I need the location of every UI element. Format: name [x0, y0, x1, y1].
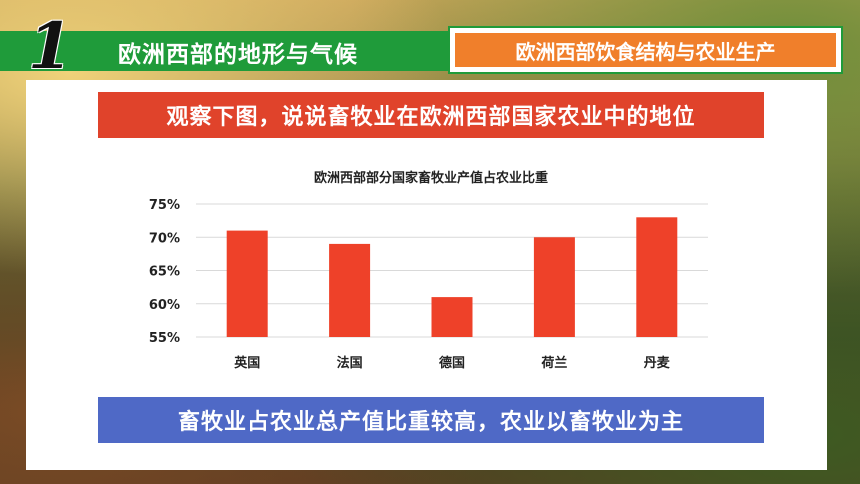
y-tick-label: 65%: [149, 265, 180, 280]
y-tick-label: 60%: [149, 298, 180, 313]
x-tick-label: 德国: [439, 355, 465, 371]
x-tick-label: 英国: [233, 355, 260, 371]
y-tick-label: 75%: [149, 198, 180, 213]
bar: [431, 297, 473, 337]
y-tick-label: 70%: [149, 231, 180, 246]
x-tick-label: 法国: [337, 355, 363, 371]
conclusion-banner: 畜牧业占农业总产值比重较高，农业以畜牧业为主: [98, 397, 764, 443]
y-tick-label: 55%: [149, 331, 180, 346]
bar: [533, 237, 575, 337]
section-title: 欧洲西部的地形与气候: [118, 42, 358, 68]
section-number: 1: [28, 9, 73, 84]
bar: [636, 217, 678, 337]
x-tick-label: 丹麦: [644, 355, 671, 371]
topic-tab[interactable]: 欧洲西部饮食结构与农业生产: [448, 26, 843, 74]
question-banner: 观察下图，说说畜牧业在欧洲西部国家农业中的地位: [98, 92, 764, 138]
x-tick-label: 荷兰: [540, 355, 567, 371]
bar: [329, 243, 371, 337]
header-green-strip: [0, 31, 448, 71]
bar: [226, 230, 268, 337]
header-bar: 1 欧洲西部的地形与气候 欧洲西部饮食结构与农业生产: [0, 9, 860, 84]
chart-title: 欧洲西部部分国家畜牧业产值占农业比重: [314, 170, 548, 186]
topic-tab-label: 欧洲西部饮食结构与农业生产: [455, 33, 836, 67]
